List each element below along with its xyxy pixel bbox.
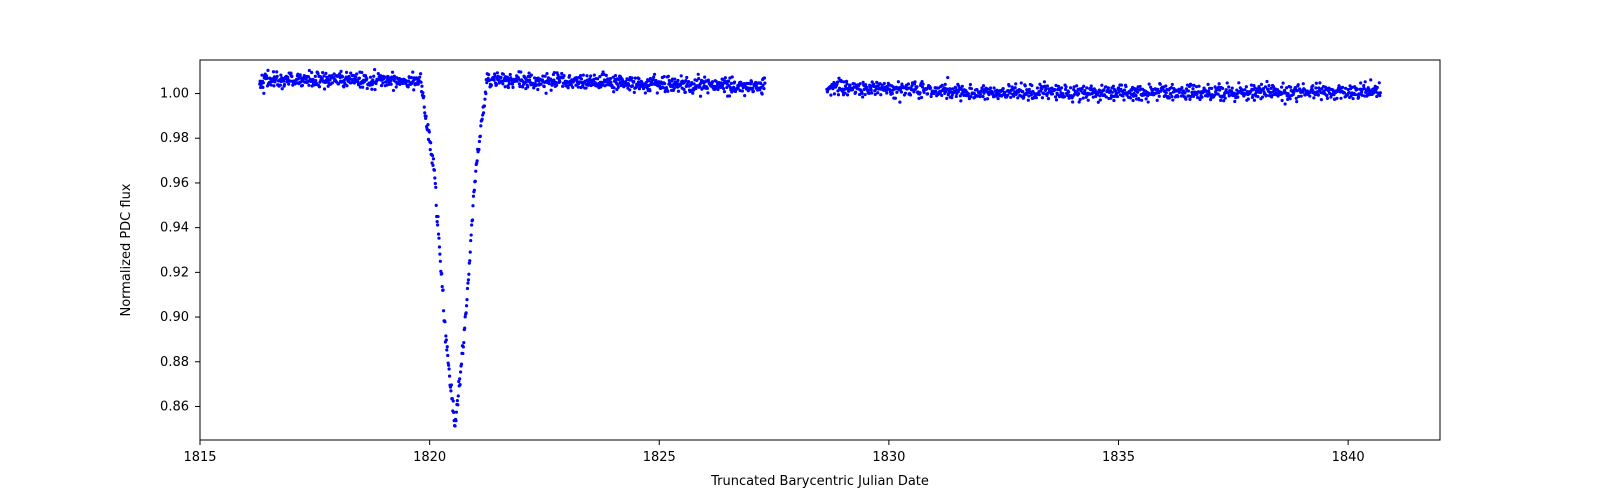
chart-background bbox=[0, 0, 1600, 500]
y-axis-label: Normalized PDC flux bbox=[119, 183, 134, 316]
y-tick-label: 0.88 bbox=[160, 355, 189, 370]
y-tick-label: 0.94 bbox=[160, 221, 189, 236]
y-tick-label: 0.90 bbox=[160, 310, 189, 325]
y-tick-label: 0.96 bbox=[160, 176, 189, 191]
chart-svg: 1815 1820 1825 1830 1835 1840 0.86 0.88 0.90 0.92… bbox=[0, 0, 1600, 500]
x-tick-label: 1835 bbox=[1102, 450, 1135, 465]
x-tick-label: 1820 bbox=[413, 450, 446, 465]
y-tick-label: 1.00 bbox=[160, 87, 189, 102]
x-tick-label: 1825 bbox=[643, 450, 676, 465]
y-tick-label: 0.92 bbox=[160, 265, 189, 280]
x-tick-label: 1830 bbox=[872, 450, 905, 465]
x-tick-label: 1815 bbox=[183, 450, 216, 465]
lightcurve-chart: 1815 1820 1825 1830 1835 1840 0.86 0.88 0.90 0.92… bbox=[0, 0, 1600, 500]
x-tick-label: 1840 bbox=[1332, 450, 1365, 465]
y-tick-label: 0.86 bbox=[160, 399, 189, 414]
x-axis-label: Truncated Barycentric Julian Date bbox=[710, 474, 929, 489]
y-tick-label: 0.98 bbox=[160, 131, 189, 146]
